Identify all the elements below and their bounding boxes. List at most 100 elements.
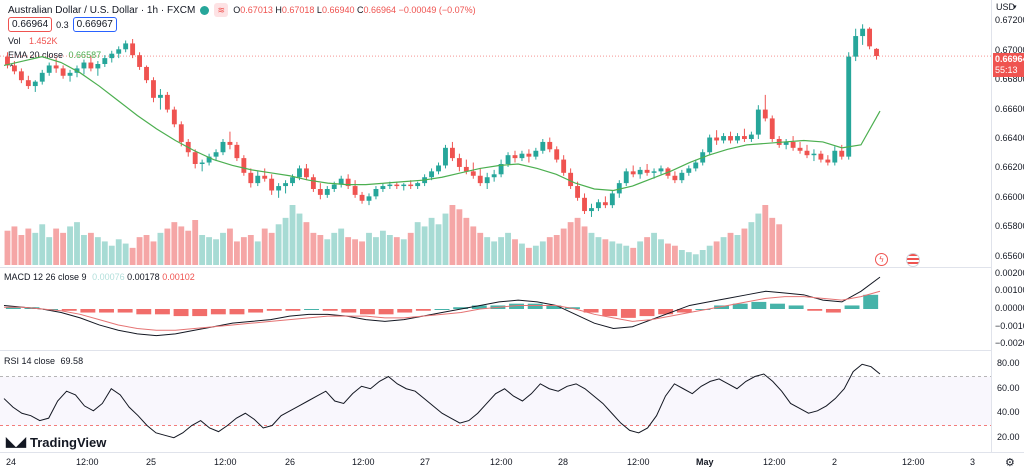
candle-body xyxy=(387,184,393,187)
candle-body xyxy=(540,141,546,151)
ema-label: EMA 20 close xyxy=(8,50,64,60)
candle-body xyxy=(477,175,483,184)
candle-body xyxy=(241,158,247,173)
market-status-icon[interactable] xyxy=(200,5,210,15)
volume-bar xyxy=(734,235,741,265)
volume-bar xyxy=(665,243,671,265)
candle-body xyxy=(860,28,866,37)
volume-bar xyxy=(261,228,268,265)
volume-bar xyxy=(727,232,734,265)
macd-histogram-bar xyxy=(788,305,804,309)
rsi-line xyxy=(3,363,881,439)
rsi-axis-label: 60.00 xyxy=(997,382,1020,393)
candle-body xyxy=(11,65,17,72)
volume-bar xyxy=(379,230,386,265)
candle-body xyxy=(102,58,108,64)
candle-body xyxy=(401,184,407,187)
candle-body xyxy=(491,174,497,178)
ohlc-low-label: L xyxy=(316,5,322,15)
macd-histogram-bar xyxy=(285,309,301,311)
spread-value: 0.3 xyxy=(56,19,69,30)
macd-histogram-bar xyxy=(732,303,748,309)
macd-histogram-bar xyxy=(192,309,208,317)
macd-histogram-bar xyxy=(676,309,692,313)
candle-body xyxy=(867,28,873,47)
volume-bar xyxy=(39,224,46,265)
lightning-event-icon[interactable]: ϟ xyxy=(875,253,888,266)
candle-body xyxy=(470,171,476,176)
volume-bar xyxy=(87,232,94,265)
rsi-label: RSI 14 close xyxy=(4,356,56,366)
candle-body xyxy=(526,153,532,157)
volume-bar xyxy=(512,239,518,265)
volume-bar xyxy=(685,252,692,265)
macd-signal-line xyxy=(4,290,881,331)
collapse-legend-icon[interactable]: ⌃ xyxy=(8,63,16,73)
price-axis-border xyxy=(991,0,992,452)
rsi-axis-label: 20.00 xyxy=(997,431,1020,442)
macd-histogram-bar xyxy=(583,309,599,313)
volume-bar xyxy=(122,243,129,265)
ohlc-change: −0.00049 (−0.07%) xyxy=(398,5,476,15)
candle-body xyxy=(575,186,581,198)
tradingview-logo[interactable]: ◣◢ TradingView xyxy=(6,434,106,450)
candle-body xyxy=(443,147,448,166)
currency-dropdown-icon[interactable]: ▾ xyxy=(1013,4,1017,11)
volume-bar xyxy=(595,237,602,265)
macd-legend[interactable]: MACD 12 26 close 9 0.00076 0.00178 0.001… xyxy=(4,272,195,282)
volume-bar xyxy=(129,247,136,265)
volume-label: Vol xyxy=(8,36,21,46)
macd-histogram-bar xyxy=(844,305,860,309)
currency-label[interactable]: USD xyxy=(996,2,1016,12)
volume-bar xyxy=(560,228,567,265)
volume-bar xyxy=(630,247,637,265)
candle-body xyxy=(721,136,727,141)
rsi-legend[interactable]: RSI 14 close 69.58 xyxy=(4,356,83,366)
candle-body xyxy=(5,56,10,66)
candle-body xyxy=(380,186,386,189)
candle-body xyxy=(484,177,490,184)
candle-body xyxy=(192,152,198,164)
symbol-title[interactable]: Australian Dollar / U.S. Dollar · 1h · F… xyxy=(8,4,196,16)
candle-body xyxy=(39,72,45,82)
bid-ask-row: 0.66964 0.3 0.66967 xyxy=(8,17,117,32)
volume-bar xyxy=(359,241,365,265)
candle-body xyxy=(137,55,143,67)
alert-flag-icon[interactable]: ≋ xyxy=(214,3,229,17)
ohlc-open-label: O xyxy=(233,5,241,15)
candle-body xyxy=(790,141,796,148)
candle-body xyxy=(262,175,268,179)
us-flag-event-icon[interactable] xyxy=(906,253,920,267)
volume-bar xyxy=(637,241,644,265)
candle-body xyxy=(853,36,859,57)
volume-bar xyxy=(150,241,157,265)
volume-bar xyxy=(108,245,115,265)
tradingview-logo-icon: ◣◢ xyxy=(6,434,26,449)
volume-bar xyxy=(602,239,609,265)
macd-histogram-bar xyxy=(415,309,431,311)
volume-bar xyxy=(623,245,630,265)
pane-separator-macd[interactable] xyxy=(0,267,991,268)
volume-bar xyxy=(213,239,219,265)
volume-bar xyxy=(400,239,407,265)
candle-body xyxy=(748,134,754,139)
candle-body xyxy=(255,175,261,184)
volume-bar xyxy=(11,226,18,265)
settings-gear-icon[interactable]: ⚙ xyxy=(1005,457,1015,469)
pane-separator-rsi[interactable] xyxy=(0,350,991,351)
candle-body xyxy=(95,64,101,69)
time-axis-label: 28 xyxy=(558,457,569,467)
buy-price-button[interactable]: 0.66967 xyxy=(72,17,117,32)
volume-legend[interactable]: Vol 1.452K xyxy=(8,36,58,46)
ema-legend[interactable]: EMA 20 close 0.66587 xyxy=(8,50,101,60)
candle-body xyxy=(373,189,379,197)
sell-price-button[interactable]: 0.66964 xyxy=(8,17,53,32)
volume-bar xyxy=(532,245,539,265)
rsi-value: 69.58 xyxy=(60,356,84,366)
candle-body xyxy=(498,164,504,175)
time-axis-label: 12:00 xyxy=(763,457,786,467)
candle-body xyxy=(324,189,330,195)
